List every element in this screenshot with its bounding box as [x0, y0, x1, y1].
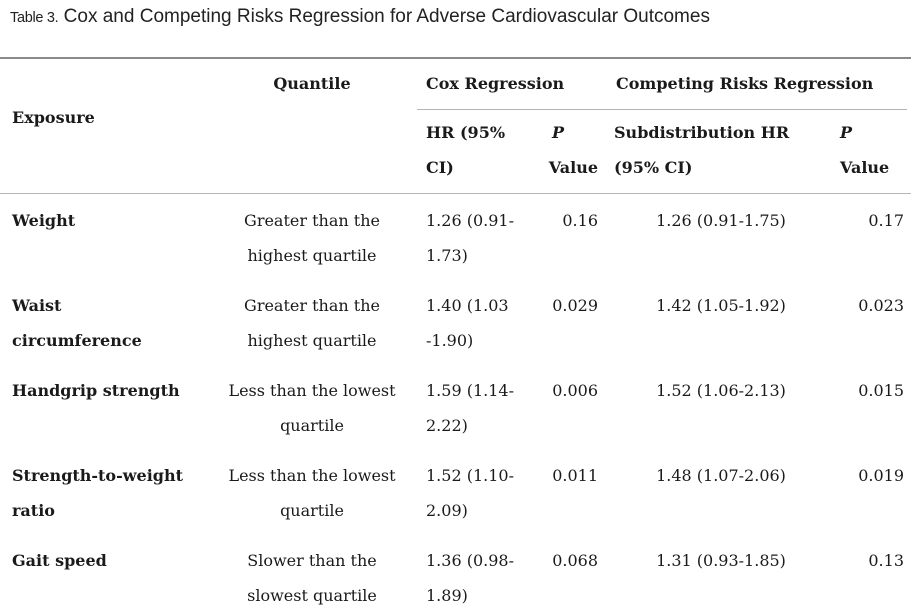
cell-hr-line1: 1.52 (1.10- [426, 466, 514, 485]
cell-quantile-line2: slowest quartile [247, 586, 377, 605]
cell-exposure-line2: circumference [12, 331, 142, 350]
header-hr-line1: HR (95% [426, 123, 506, 142]
cell-hr-line2: -1.90) [426, 331, 474, 350]
cell-subdistribution-hr: 1.31 (0.93-1.85) [656, 551, 786, 570]
cell-exposure-line2: ratio [12, 501, 55, 520]
cell-quantile-line1: Less than the lowest [228, 466, 396, 485]
cell-quantile-line2: quartile [280, 501, 344, 520]
cell-hr-line1: 1.59 (1.14- [426, 381, 514, 400]
table-top-rule [0, 57, 911, 59]
cell-hr-line1: 1.36 (0.98- [426, 551, 514, 570]
cell-exposure-line1: Strength-to-weight [12, 466, 183, 485]
cell-quantile-line1: Less than the lowest [228, 381, 396, 400]
cell-quantile-line2: highest quartile [247, 246, 377, 265]
header-hr-line2: CI) [426, 158, 454, 177]
header-quantile: Quantile [273, 74, 351, 93]
cell-exposure-line1: Waist [12, 296, 62, 315]
cell-quantile-line1: Greater than the [244, 211, 380, 230]
cell-p-value: 0.029 [552, 296, 598, 315]
cell-subdistribution-hr: 1.26 (0.91-1.75) [656, 211, 786, 230]
group-header-rule [417, 109, 907, 110]
cell-p-value-crr: 0.023 [858, 296, 904, 315]
cell-p-value: 0.16 [562, 211, 598, 230]
header-p-line1: P [552, 123, 565, 142]
header-bottom-rule [0, 193, 911, 194]
cell-exposure-line1: Gait speed [12, 551, 107, 570]
cell-quantile-line1: Greater than the [244, 296, 380, 315]
cell-hr-line1: 1.26 (0.91- [426, 211, 514, 230]
table-title: Cox and Competing Risks Regression for A… [63, 6, 710, 27]
cell-hr-line1: 1.40 (1.03 [426, 296, 509, 315]
header-p-line2: Value [548, 158, 598, 177]
cell-p-value-crr: 0.13 [868, 551, 904, 570]
header-competing-risks: Competing Risks Regression [616, 74, 874, 93]
cell-exposure-line1: Weight [12, 211, 76, 230]
header-shr-line1: Subdistribution HR [614, 123, 790, 142]
cell-subdistribution-hr: 1.48 (1.07-2.06) [656, 466, 786, 485]
cell-hr-line2: 2.09) [426, 501, 468, 520]
header-exposure: Exposure [12, 108, 95, 127]
table-caption: Table 3. Cox and Competing Risks Regress… [10, 6, 905, 28]
cell-quantile-line2: highest quartile [247, 331, 377, 350]
cell-p-value: 0.068 [552, 551, 598, 570]
table-label: Table 3. [10, 10, 59, 26]
header-p2-line2: Value [840, 158, 890, 177]
cell-hr-line2: 1.89) [426, 586, 468, 605]
cell-quantile-line2: quartile [280, 416, 344, 435]
cell-p-value-crr: 0.17 [868, 211, 904, 230]
header-cox-regression: Cox Regression [426, 74, 565, 93]
cell-subdistribution-hr: 1.52 (1.06-2.13) [656, 381, 786, 400]
cell-p-value: 0.006 [552, 381, 598, 400]
cell-p-value-crr: 0.015 [858, 381, 904, 400]
header-p2-line1: P [840, 123, 853, 142]
header-shr-line2: (95% CI) [614, 158, 693, 177]
cell-quantile-line1: Slower than the [247, 551, 377, 570]
cell-p-value-crr: 0.019 [858, 466, 904, 485]
cell-hr-line2: 2.22) [426, 416, 468, 435]
cell-p-value: 0.011 [552, 466, 598, 485]
cell-subdistribution-hr: 1.42 (1.05-1.92) [656, 296, 786, 315]
cell-hr-line2: 1.73) [426, 246, 468, 265]
cell-exposure-line1: Handgrip strength [12, 381, 180, 400]
